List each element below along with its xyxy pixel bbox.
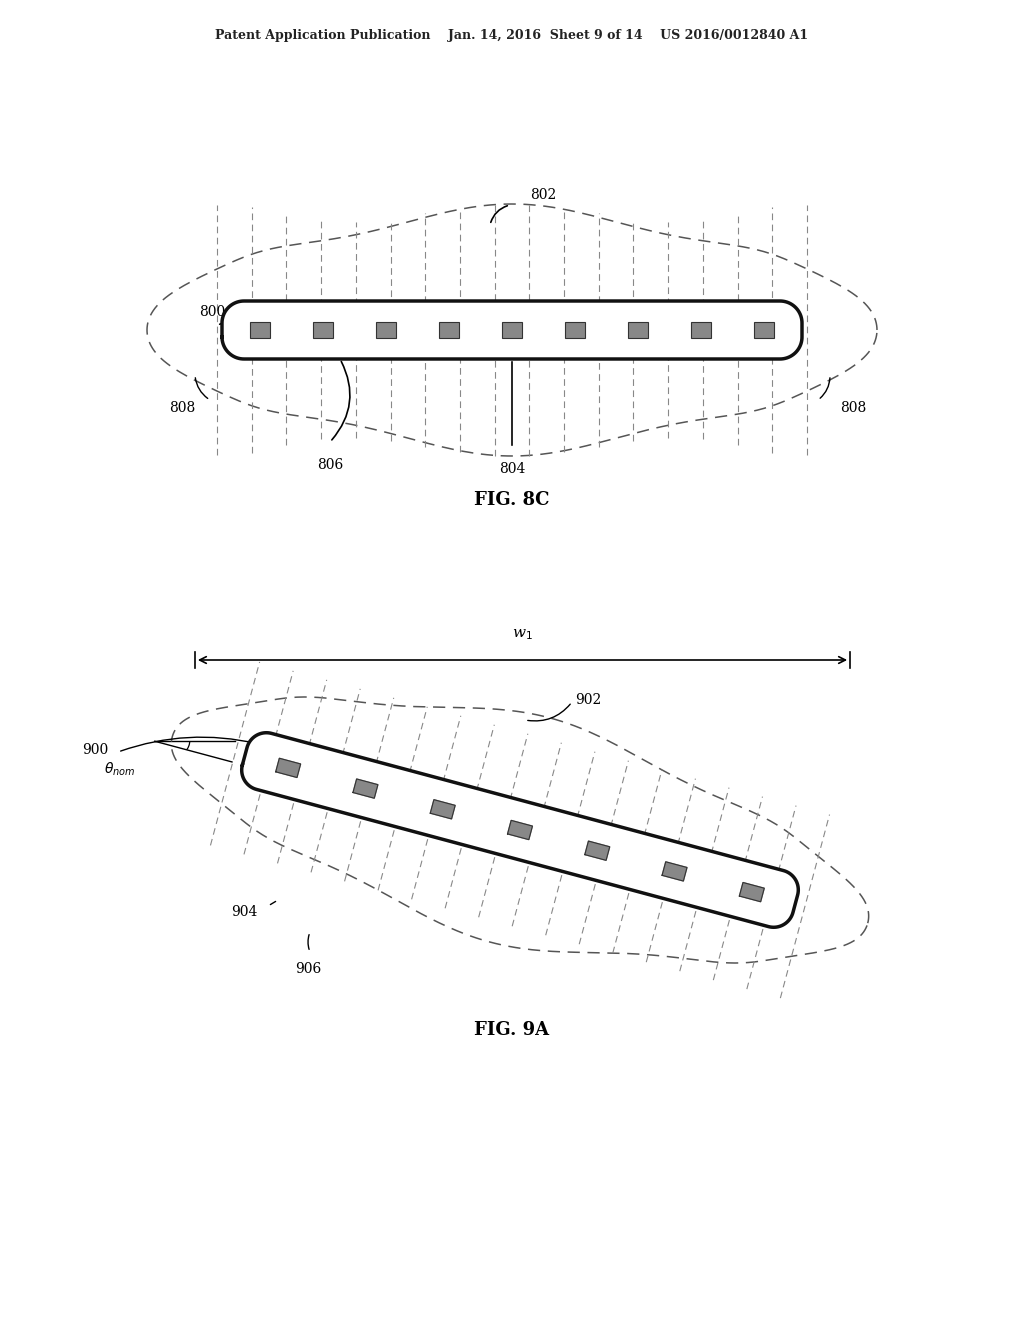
Text: FIG. 8C: FIG. 8C [474, 491, 550, 510]
Polygon shape [585, 841, 609, 861]
Text: 800: 800 [199, 305, 225, 319]
Bar [565, 322, 585, 338]
Text: $\theta_{nom}$: $\theta_{nom}$ [104, 760, 135, 777]
Text: Patent Application Publication    Jan. 14, 2016  Sheet 9 of 14    US 2016/001284: Patent Application Publication Jan. 14, … [215, 29, 809, 41]
Text: 808: 808 [840, 401, 866, 414]
Polygon shape [430, 800, 455, 818]
Bar [754, 322, 774, 338]
Text: 808: 808 [169, 401, 195, 414]
Text: 802: 802 [530, 187, 556, 202]
Polygon shape [508, 821, 532, 840]
Bar [313, 322, 333, 338]
Text: 906: 906 [295, 962, 322, 975]
Bar [250, 322, 270, 338]
Polygon shape [242, 733, 799, 927]
Polygon shape [353, 779, 378, 799]
Text: 904: 904 [231, 906, 258, 919]
Text: FIG. 9A: FIG. 9A [474, 1020, 550, 1039]
Bar [691, 322, 711, 338]
Bar [628, 322, 648, 338]
Bar [439, 322, 459, 338]
Text: w$_1$: w$_1$ [512, 627, 532, 642]
Polygon shape [739, 883, 764, 902]
Text: 900: 900 [82, 743, 108, 756]
Text: 902: 902 [575, 693, 601, 708]
Text: 806: 806 [316, 458, 343, 473]
Polygon shape [663, 862, 687, 880]
Polygon shape [275, 758, 301, 777]
Polygon shape [222, 301, 802, 359]
Text: 804: 804 [499, 462, 525, 477]
Bar [502, 322, 522, 338]
Bar [376, 322, 396, 338]
